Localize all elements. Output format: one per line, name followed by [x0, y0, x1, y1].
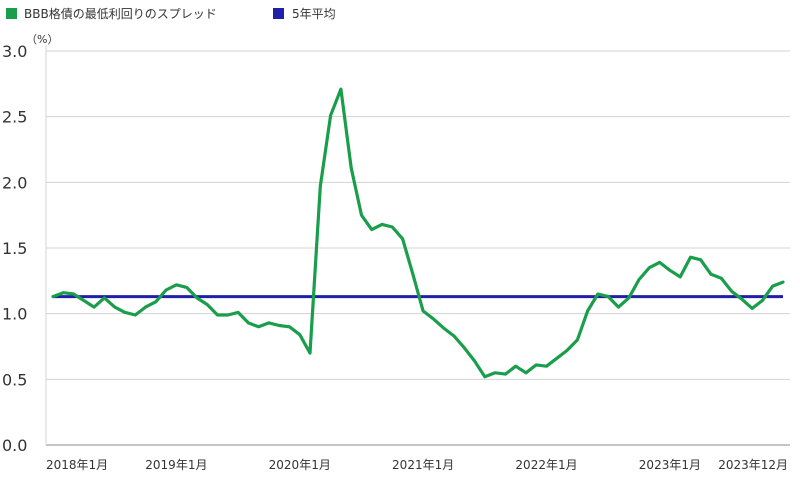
legend-label-spread: BBB格債の最低利回りのスプレッド [24, 6, 217, 21]
y-tick-label: 2.0 [2, 173, 27, 192]
gridlines [45, 45, 790, 446]
y-tick-label: 0.0 [2, 436, 27, 455]
x-tick-label: 2021年1月 [392, 458, 454, 472]
y-tick-label: 1.5 [2, 239, 27, 258]
x-tick-label: 2022年1月 [515, 458, 577, 472]
legend-label-average: 5年平均 [292, 7, 336, 21]
legend: BBB格債の最低利回りのスプレッド 5年平均 [6, 6, 336, 21]
y-tick-label: 2.5 [2, 108, 27, 127]
series-line-spread [51, 87, 785, 379]
y-tick-label: 1.0 [2, 305, 27, 324]
y-unit-label: （%） [26, 33, 58, 46]
x-tick-label: 2023年1月 [639, 458, 701, 472]
x-axis-ticks: 2018年1月 2019年1月 2020年1月 2021年1月 2022年1月 2023年… [46, 458, 788, 472]
y-tick-label: 0.5 [2, 370, 27, 389]
legend-swatch-spread [6, 8, 17, 19]
y-axis-ticks: 0.0 0.5 1.0 1.5 2.0 2.5 3.0 [2, 42, 27, 455]
x-tick-label: 2019年1月 [145, 458, 207, 472]
legend-swatch-average [273, 8, 284, 19]
series-layer [51, 87, 785, 379]
y-tick-label: 3.0 [2, 42, 27, 61]
x-tick-label: 2020年1月 [269, 458, 331, 472]
x-tick-label: 2018年1月 [46, 458, 108, 472]
x-tick-label: 2023年12月 [718, 458, 788, 472]
